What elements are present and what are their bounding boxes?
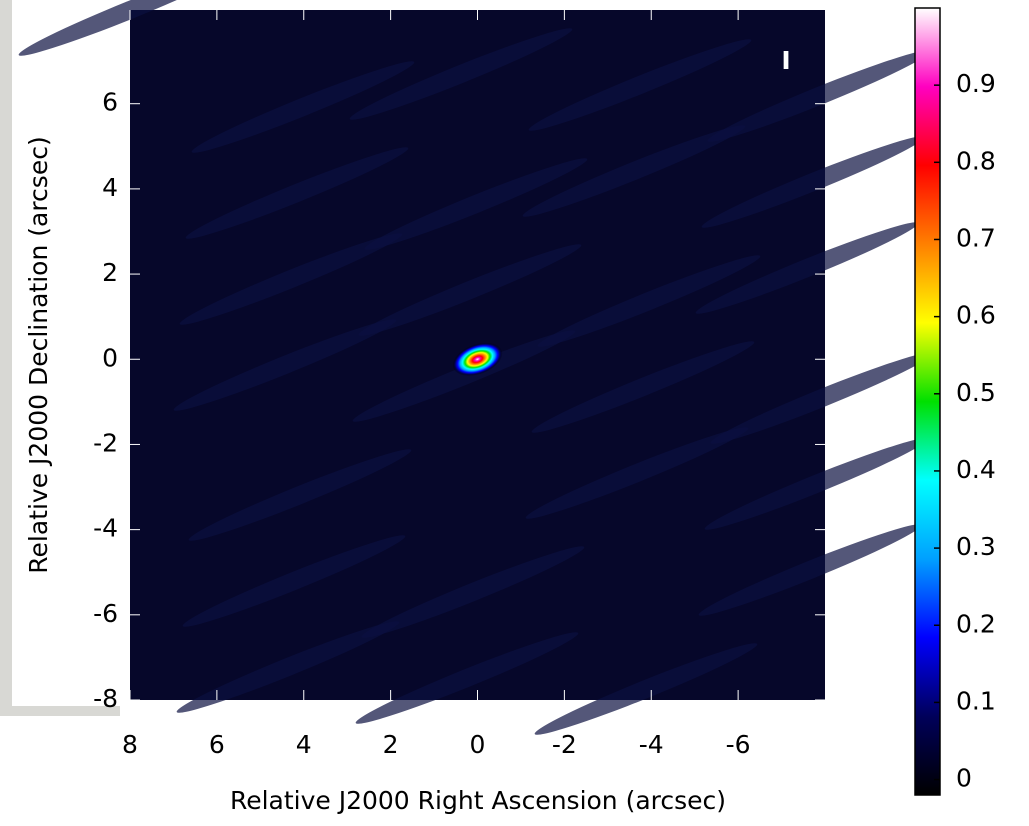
sidelobe bbox=[704, 438, 928, 530]
y-tick-label: -6 bbox=[93, 599, 118, 628]
colorbar-tick-label: 0.7 bbox=[956, 223, 996, 252]
sidelobe bbox=[361, 546, 585, 638]
colorbar-tick-label: 0.5 bbox=[956, 378, 996, 407]
plot-area bbox=[18, 0, 934, 735]
side-frame bbox=[0, 706, 120, 716]
x-tick-label: -4 bbox=[639, 730, 664, 759]
sidelobe bbox=[364, 158, 588, 250]
sidelobe bbox=[528, 39, 752, 131]
sidelobe bbox=[179, 233, 403, 325]
sidelobe bbox=[522, 125, 746, 217]
sidelobe bbox=[191, 61, 415, 153]
sidelobe bbox=[537, 255, 761, 347]
colorbar-tick-label: 0 bbox=[956, 764, 972, 793]
x-tick-label: 2 bbox=[383, 730, 399, 759]
sidelobe bbox=[701, 136, 925, 228]
sidelobe bbox=[534, 643, 758, 735]
sidelobe bbox=[707, 50, 931, 142]
y-tick-label: 0 bbox=[102, 343, 118, 372]
colorbar-tick-label: 0.4 bbox=[956, 455, 996, 484]
y-tick-label: 2 bbox=[102, 258, 118, 287]
x-tick-label: 8 bbox=[122, 730, 138, 759]
y-tick-label: 6 bbox=[102, 88, 118, 117]
sidelobe bbox=[173, 319, 397, 411]
sidelobe bbox=[188, 449, 412, 541]
x-tick-label: -6 bbox=[726, 730, 751, 759]
colorbar-tick-label: 0.1 bbox=[956, 686, 996, 715]
y-tick-label: -4 bbox=[93, 514, 118, 543]
x-tick-label: 6 bbox=[209, 730, 225, 759]
source bbox=[452, 342, 503, 376]
sidelobe bbox=[182, 535, 406, 627]
sidelobe bbox=[349, 28, 573, 120]
colorbar bbox=[914, 7, 941, 796]
sidelobe bbox=[525, 427, 749, 519]
y-tick-label: -8 bbox=[93, 684, 118, 713]
sidelobe bbox=[176, 621, 400, 713]
colorbar-tick-label: 0.9 bbox=[956, 69, 996, 98]
sidelobe bbox=[695, 222, 919, 314]
sidelobe bbox=[531, 341, 755, 433]
x-tick-label: -2 bbox=[552, 730, 577, 759]
x-axis-label: Relative J2000 Right Ascension (arcsec) bbox=[230, 786, 726, 815]
colorbar-tick-label: 0.3 bbox=[956, 532, 996, 561]
colorbar-tick-label: 0.2 bbox=[956, 609, 996, 638]
sidelobe bbox=[185, 147, 409, 239]
y-tick-label: 4 bbox=[102, 173, 118, 202]
y-axis-label: Relative J2000 Declination (arcsec) bbox=[24, 136, 53, 573]
y-tick-label: -2 bbox=[93, 428, 118, 457]
sidelobe bbox=[352, 330, 576, 422]
stokes-label: I bbox=[781, 46, 790, 75]
colorbar-tick-label: 0.6 bbox=[956, 301, 996, 330]
colorbar-tick-label: 0.8 bbox=[956, 146, 996, 175]
side-frame bbox=[0, 0, 12, 716]
sidelobe bbox=[358, 244, 582, 336]
sidelobe bbox=[355, 632, 579, 724]
x-tick-label: 0 bbox=[470, 730, 486, 759]
x-tick-label: 4 bbox=[296, 730, 312, 759]
sidelobe bbox=[710, 352, 934, 444]
sidelobe bbox=[698, 524, 922, 616]
